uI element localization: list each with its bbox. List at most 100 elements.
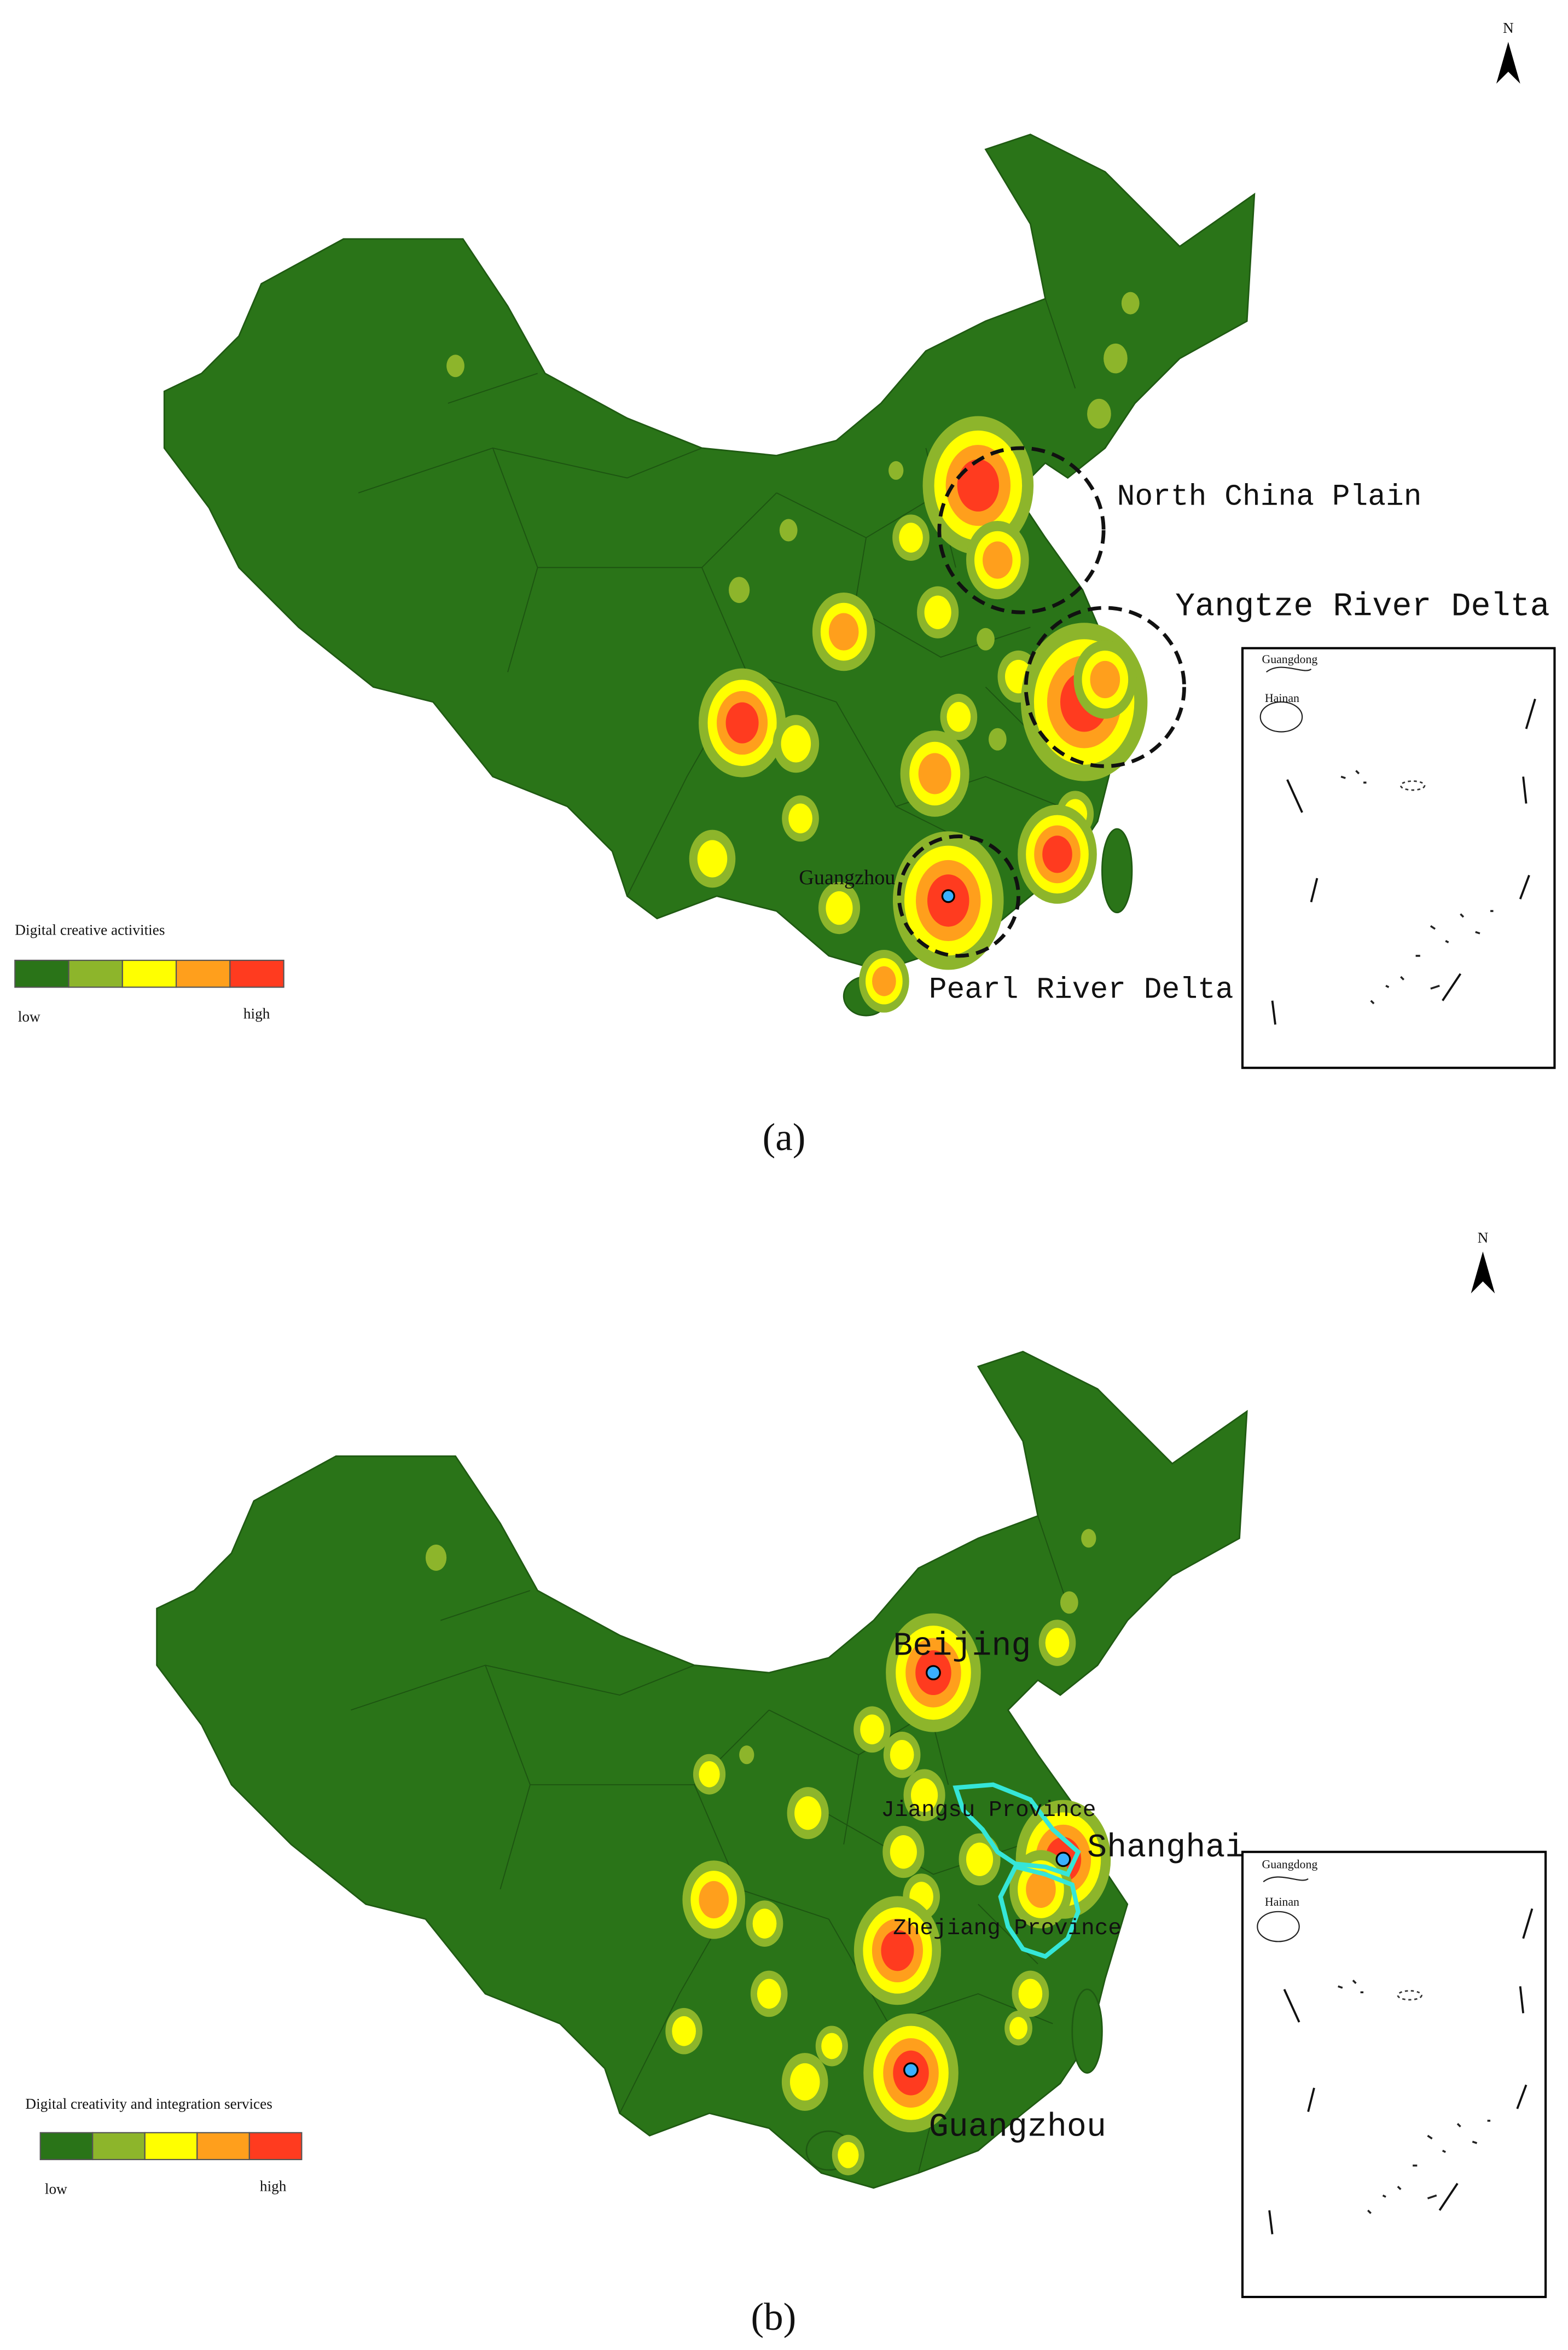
legend-swatch: [14, 960, 69, 988]
hotspot: [881, 1930, 914, 1971]
hotspot: [946, 701, 971, 732]
hotspot: [821, 2033, 843, 2059]
legend-low: low: [18, 1008, 40, 1025]
hotspot: [725, 702, 759, 744]
city-marker: [926, 1665, 941, 1681]
hotspot: [729, 577, 750, 604]
hotspot: [699, 1761, 720, 1788]
annotation: Guangzhou: [799, 866, 895, 889]
panel-label: (b): [751, 2296, 797, 2339]
north-label: N: [1478, 1229, 1489, 1246]
region-circle: [937, 446, 1106, 614]
legend-swatch: [39, 2132, 94, 2161]
hotspot: [779, 519, 798, 542]
hotspot: [911, 1778, 938, 1812]
inset-label: Hainan: [1265, 692, 1299, 705]
legend-swatch: [121, 960, 177, 988]
annotation: Shanghai: [1087, 1830, 1245, 1867]
city-marker: [1055, 1852, 1071, 1867]
inset-box: [1241, 647, 1556, 1069]
hotspot: [1087, 398, 1111, 429]
hotspot: [1121, 292, 1140, 315]
legend: Digital creativity and integration servi…: [25, 2096, 303, 2197]
legend: Digital creative activities low high: [14, 922, 284, 1025]
legend-high: high: [260, 2178, 287, 2194]
hotspot: [838, 2142, 859, 2168]
hotspot: [957, 459, 1000, 512]
city-marker: [903, 2062, 919, 2078]
hotspot: [1045, 1628, 1070, 1658]
hotspot: [781, 725, 811, 763]
annotation: Zhejiang Province: [893, 1916, 1122, 1941]
hotspot: [699, 1881, 729, 1919]
hotspot: [890, 1739, 914, 1770]
panel-b: Beijing Jiangsu Province Shanghai Zhejia…: [25, 1229, 1547, 2339]
hotspots: [425, 1529, 1111, 2175]
hotspot: [890, 1835, 917, 1869]
hotspot: [888, 461, 904, 480]
hotspot: [794, 1796, 822, 1830]
legend-swatch: [92, 2132, 146, 2161]
region-circle: [897, 834, 1020, 958]
hotspot: [988, 728, 1007, 751]
hotspot: [899, 523, 923, 553]
annotation: Jiangsu Province: [881, 1798, 1096, 1823]
hotspot: [983, 541, 1013, 579]
inset-label: Guangdong: [1262, 1858, 1317, 1871]
hotspot: [1090, 660, 1120, 699]
legend-swatch: [175, 960, 231, 988]
annotation: Guangzhou: [929, 2109, 1106, 2146]
hotspot: [1026, 1870, 1056, 1908]
taiwan: [1071, 1988, 1103, 2074]
legend-swatch: [229, 960, 284, 988]
inset-box: [1241, 1850, 1547, 2299]
annotation: Pearl River Delta: [929, 973, 1234, 1007]
legend-swatch: [144, 2132, 198, 2161]
hotspot: [860, 1714, 884, 1745]
legend-swatch: [248, 2132, 303, 2161]
hotspot: [788, 803, 812, 834]
legend-title: Digital creative activities: [15, 922, 165, 938]
north-arrow: N: [1471, 1229, 1495, 1293]
legend-title: Digital creativity and integration servi…: [25, 2096, 272, 2112]
hotspot: [918, 753, 951, 794]
north-arrow: N: [1496, 20, 1520, 84]
hotspot: [1042, 835, 1072, 873]
legend-swatch: [68, 960, 123, 988]
annotation: Yangtze River Delta: [1175, 589, 1549, 626]
hotspot: [872, 966, 896, 996]
hotspot: [697, 840, 728, 878]
north-label: N: [1503, 20, 1514, 36]
legend-low: low: [45, 2181, 67, 2197]
hotspot: [425, 1545, 447, 1571]
hotspot: [789, 2063, 820, 2101]
city-marker: [941, 889, 955, 903]
hotspot: [1018, 1978, 1043, 2009]
annotation: North China Plain: [1117, 481, 1422, 514]
hotspot: [1104, 343, 1128, 374]
hotspot: [752, 1908, 777, 1939]
annotation: Beijing: [893, 1628, 1031, 1665]
hotspot: [826, 891, 853, 925]
inset-label: Guangdong: [1262, 653, 1317, 666]
hotspot: [1009, 2017, 1027, 2040]
hotspot: [757, 1978, 781, 2009]
hotspot: [924, 595, 951, 629]
hotspot: [1081, 1529, 1096, 1548]
panel-a: North China Plain Yangtze River Delta Pe…: [14, 20, 1556, 1159]
inset-label: Hainan: [1265, 1895, 1299, 1908]
legend-swatch: [196, 2132, 250, 2161]
province-outline: [953, 1782, 1081, 1959]
hotspot: [828, 613, 859, 651]
hotspot: [1060, 1591, 1078, 1614]
hotspot: [977, 628, 995, 651]
panel-label: (a): [763, 1116, 806, 1159]
taiwan: [1101, 828, 1133, 914]
legend-high: high: [243, 1006, 270, 1022]
hotspot: [672, 2016, 696, 2046]
hotspot: [966, 1842, 994, 1877]
hotspot: [446, 355, 464, 378]
hotspot: [739, 1745, 754, 1765]
